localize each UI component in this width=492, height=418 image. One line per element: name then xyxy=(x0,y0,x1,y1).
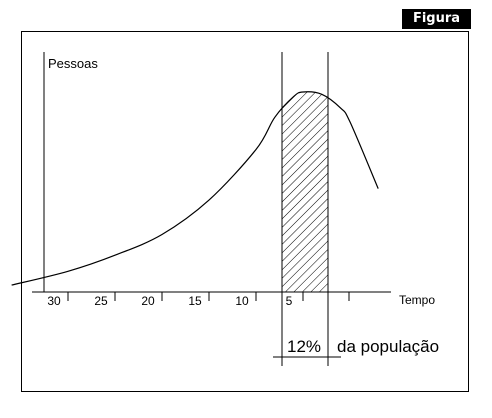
figure-label: Figura 16 xyxy=(402,9,471,46)
x-tick-label: 15 xyxy=(188,294,202,308)
x-tick-label: 5 xyxy=(286,294,293,308)
x-axis-label: Tempo xyxy=(399,293,435,307)
x-tick-label: 10 xyxy=(235,294,249,308)
x-tick-label: 30 xyxy=(47,294,61,308)
shaded-region xyxy=(282,91,328,292)
y-axis-label: Pessoas xyxy=(48,56,98,71)
x-ticks: 30 25 20 15 10 5 xyxy=(47,292,350,308)
population-curve xyxy=(11,91,379,286)
annotation-percent: 12% xyxy=(287,337,321,356)
figure-frame xyxy=(21,31,469,392)
x-tick-label: 25 xyxy=(94,294,108,308)
x-tick-label: 20 xyxy=(141,294,155,308)
annotation-text: da população xyxy=(337,337,439,356)
